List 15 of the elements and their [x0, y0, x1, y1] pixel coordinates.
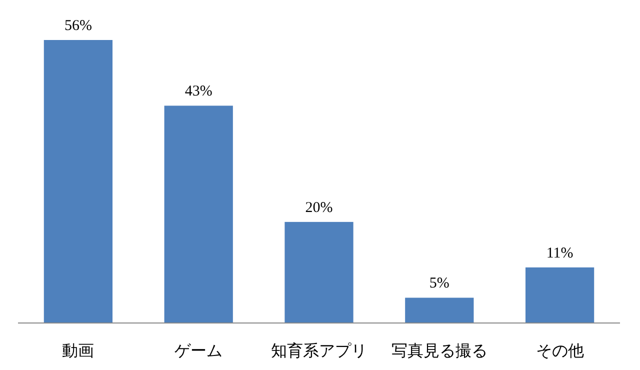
x-tick-label: その他: [536, 341, 584, 360]
data-label: 11%: [546, 245, 574, 262]
data-label: 20%: [305, 200, 333, 216]
bar: [405, 298, 474, 323]
x-tick-label: 写真見る撮る: [391, 341, 488, 360]
bar: [164, 106, 233, 323]
data-label: 43%: [184, 84, 212, 100]
x-tick-label: ゲーム: [174, 341, 223, 360]
x-tick-label: 動画: [62, 341, 94, 360]
x-tick-label: 知育系アプリ: [271, 341, 367, 360]
bar: [525, 267, 594, 323]
data-label: 56%: [64, 18, 92, 34]
data-label: 5%: [429, 276, 450, 292]
bar: [284, 222, 354, 323]
bar: [44, 40, 113, 323]
